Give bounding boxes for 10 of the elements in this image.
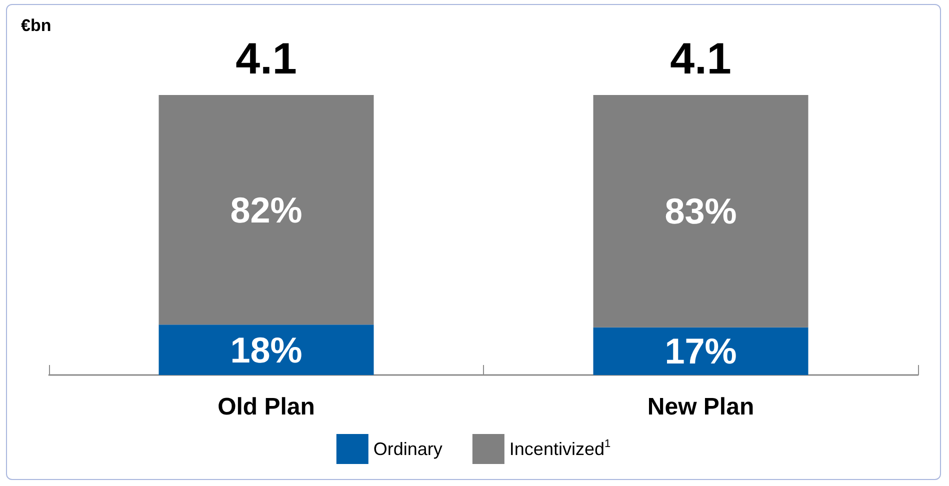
data-label: 17%	[664, 330, 737, 372]
legend-label: Ordinary	[373, 439, 442, 459]
annotation: 4.1	[670, 34, 732, 84]
data-label: 82%	[230, 189, 302, 230]
data-label: 18%	[230, 329, 302, 370]
text: €bn	[21, 16, 52, 35]
annotation: 4.1	[236, 34, 297, 84]
x-tick-label: Old Plan	[218, 394, 315, 420]
x-tick-label: New Plan	[647, 394, 754, 420]
data-label: 83%	[664, 190, 737, 232]
